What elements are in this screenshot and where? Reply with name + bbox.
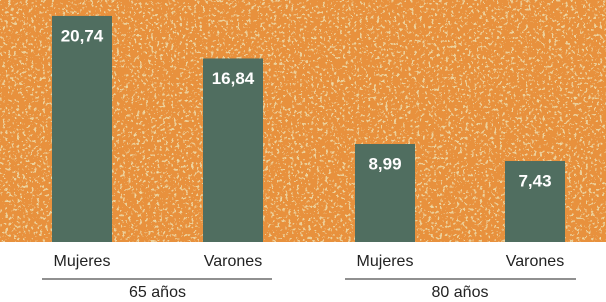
value-label: 20,74: [61, 26, 104, 45]
value-label: 8,99: [368, 154, 401, 173]
x-tick-label: Varones: [506, 253, 564, 270]
chart: 20,74 Mujeres 16,84 Varones 8,99 Mujeres 7,43 V…: [0, 0, 606, 302]
group-label: 65 años: [129, 284, 186, 301]
bar: [52, 16, 112, 242]
value-label: 16,84: [212, 69, 255, 88]
value-label: 7,43: [518, 171, 551, 190]
group-label: 80 años: [432, 284, 489, 301]
page: {"chart_data": {"type": "bar", "categori…: [0, 0, 606, 302]
x-tick-label: Mujeres: [54, 253, 111, 270]
x-tick-label: Mujeres: [357, 253, 414, 270]
x-tick-label: Varones: [204, 253, 262, 270]
